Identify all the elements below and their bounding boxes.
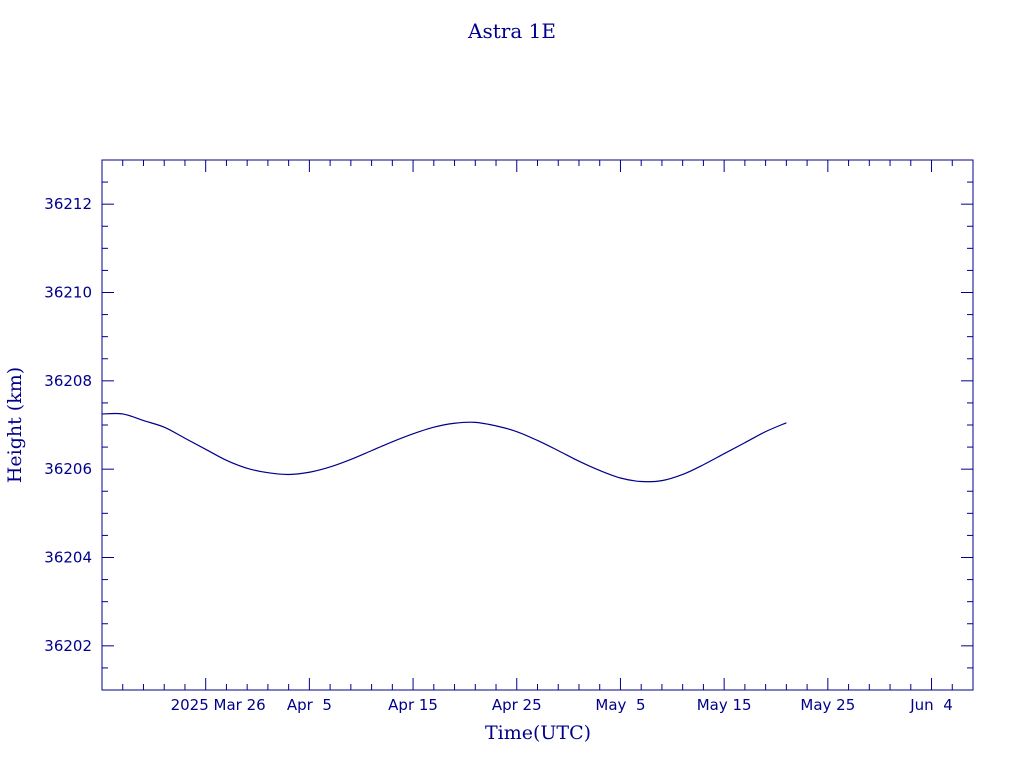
axis-ticks — [101, 159, 974, 691]
series-line — [101, 412, 787, 483]
x-tick-label: Jun 4 — [909, 696, 953, 714]
x-tick-label: May 15 — [697, 696, 752, 714]
x-tick-label: Apr 25 — [492, 696, 542, 714]
x-tick-labels: 2025 Mar 26 Apr 5 Apr 15 Apr 25 May 5 May 15 M… — [171, 696, 953, 714]
x-tick-label: May 25 — [800, 696, 855, 714]
y-tick-label: 36202 — [44, 637, 92, 655]
y-tick-label: 36208 — [44, 372, 92, 390]
y-tick-labels: 36202 36204 36206 36208 36210 36212 — [44, 195, 92, 655]
y-tick-label: 36204 — [44, 549, 92, 567]
y-tick-label: 36212 — [44, 195, 92, 213]
y-tick-label: 36206 — [44, 460, 92, 478]
plot-frame — [101, 159, 974, 691]
x-tick-label: May 5 — [595, 696, 645, 714]
x-tick-label: 2025 Mar 26 — [171, 696, 266, 714]
x-tick-label: Apr 5 — [287, 696, 332, 714]
x-axis-title: Time(UTC) — [485, 722, 591, 744]
x-tick-label: Apr 15 — [388, 696, 438, 714]
chart-title: Astra 1E — [467, 19, 556, 43]
y-axis-title: Height (km) — [4, 367, 26, 483]
y-tick-label: 36210 — [44, 284, 92, 302]
